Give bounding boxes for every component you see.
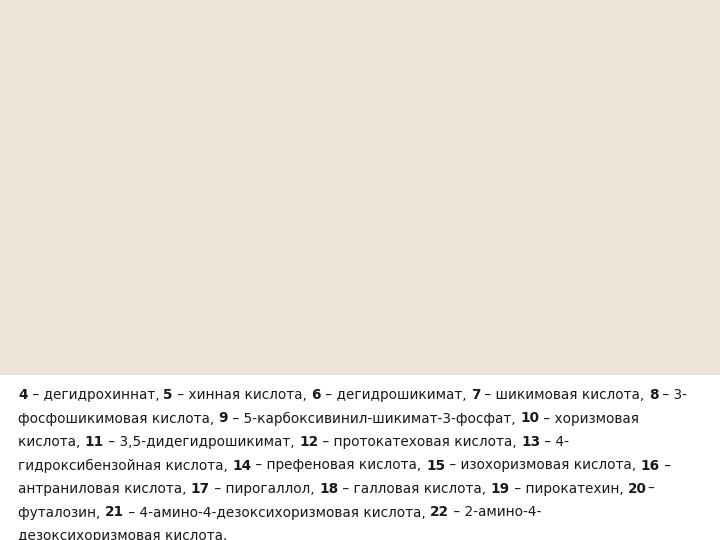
Text: 16: 16 [641,458,660,472]
Text: 19: 19 [491,482,510,496]
Text: – 3,5-дидегидрошикимат,: – 3,5-дидегидрошикимат, [104,435,299,449]
Text: – изохоризмовая кислота,: – изохоризмовая кислота, [445,458,641,472]
Text: кислота,: кислота, [18,435,85,449]
Text: 15: 15 [426,458,445,472]
Text: 21: 21 [104,505,124,519]
Text: –: – [660,458,671,472]
Text: 22: 22 [430,505,449,519]
Text: – 4-амино-4-дезоксихоризмовая кислота,: – 4-амино-4-дезоксихоризмовая кислота, [124,505,430,519]
Text: – шикимовая кислота,: – шикимовая кислота, [480,388,649,402]
Text: 18: 18 [319,482,338,496]
Text: – галловая кислота,: – галловая кислота, [338,482,491,496]
Text: гидроксибензойная кислота,: гидроксибензойная кислота, [18,458,233,472]
Text: футалозин,: футалозин, [18,505,104,519]
Text: – 2-амино-4-: – 2-амино-4- [449,505,541,519]
Text: – протокатеховая кислота,: – протокатеховая кислота, [318,435,521,449]
Text: – пирогаллол,: – пирогаллол, [210,482,319,496]
Text: – 4-: – 4- [541,435,570,449]
Text: – дегидрохиннат,: – дегидрохиннат, [27,388,163,402]
Text: – 3-: – 3- [659,388,688,402]
Text: 6: 6 [311,388,320,402]
Text: 4: 4 [18,388,27,402]
Text: 17: 17 [191,482,210,496]
Text: 13: 13 [521,435,541,449]
Text: – хинная кислота,: – хинная кислота, [173,388,311,402]
Text: антраниловая кислота,: антраниловая кислота, [18,482,191,496]
Text: 10: 10 [520,411,539,426]
Text: 11: 11 [85,435,104,449]
Text: – пирокатехин,: – пирокатехин, [510,482,628,496]
Text: – 5-карбоксивинил-шикимат-3-фосфат,: – 5-карбоксивинил-шикимат-3-фосфат, [228,411,520,426]
Text: 9: 9 [219,411,228,426]
Text: 5: 5 [163,388,173,402]
Text: 14: 14 [233,458,251,472]
Text: дезоксихоризмовая кислота.: дезоксихоризмовая кислота. [18,529,228,540]
Text: – префеновая кислота,: – префеновая кислота, [251,458,426,472]
Text: – хоризмовая: – хоризмовая [539,411,639,426]
Text: –: – [647,482,654,496]
Text: фосфошикимовая кислота,: фосфошикимовая кислота, [18,411,219,426]
Text: 7: 7 [471,388,480,402]
Text: 12: 12 [299,435,318,449]
Text: 8: 8 [649,388,659,402]
Text: – дегидрошикимат,: – дегидрошикимат, [320,388,471,402]
Text: 20: 20 [628,482,647,496]
Bar [0,0,720,374]
Bar [0,374,720,540]
